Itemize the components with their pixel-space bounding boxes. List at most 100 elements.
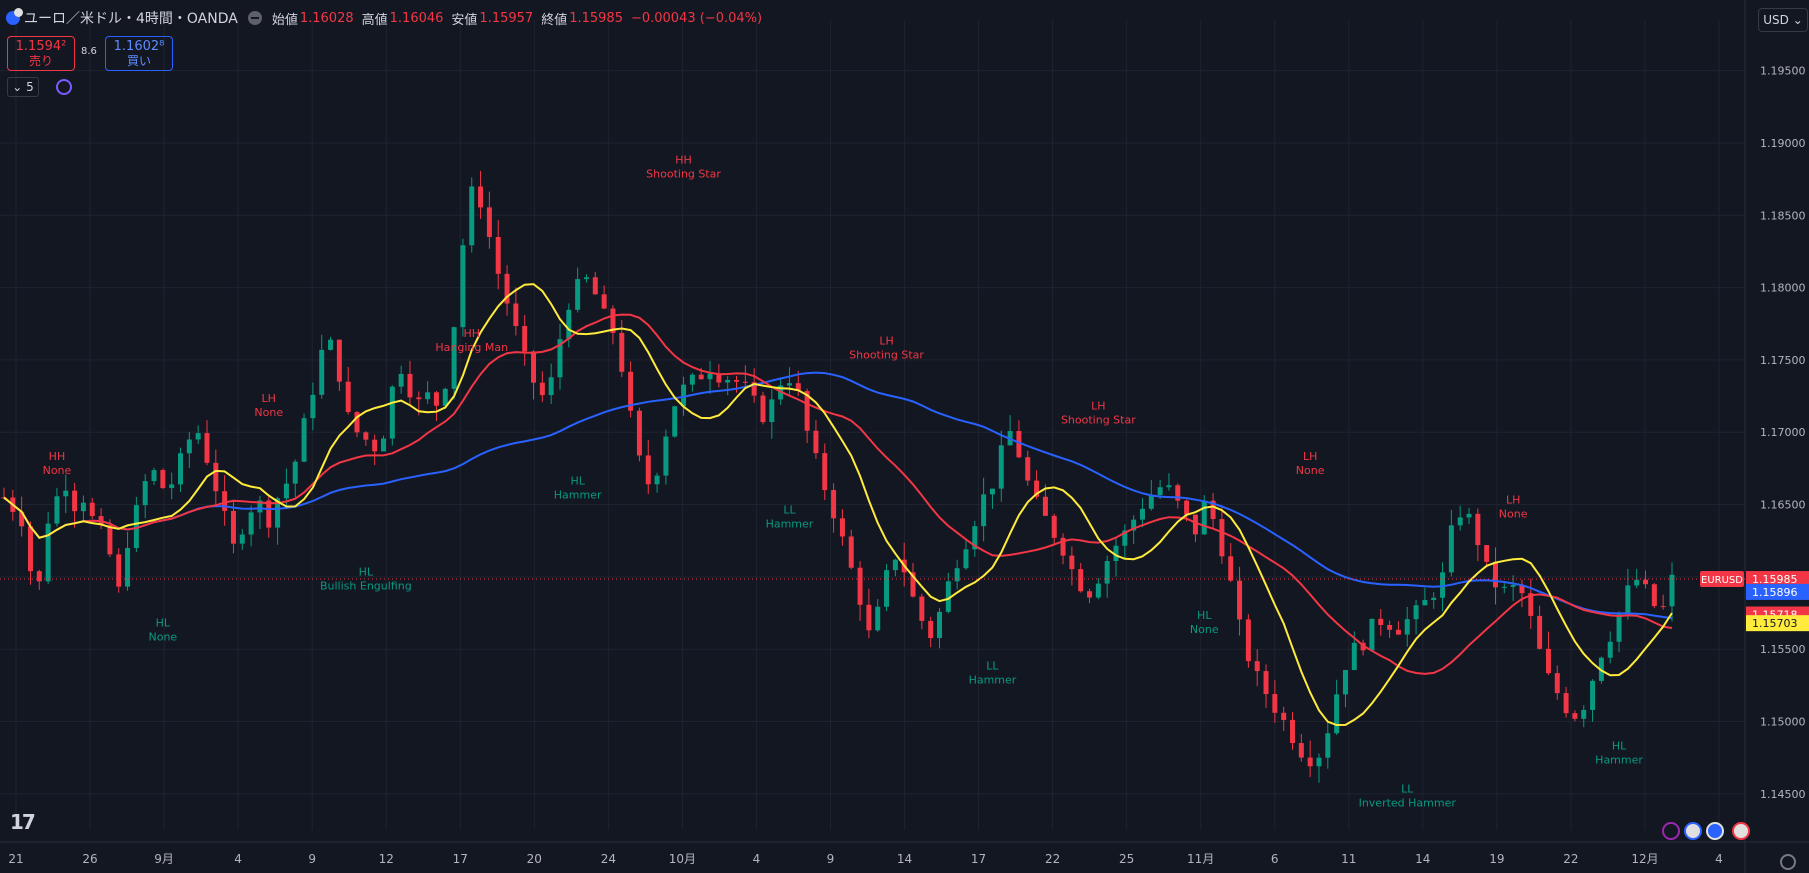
candle-body (513, 303, 519, 326)
swing-pattern-label: Hammer (969, 674, 1017, 687)
candle-body (89, 502, 95, 517)
symbol-tag-bg (1700, 571, 1744, 588)
candle-body (936, 611, 942, 639)
candle-body (654, 475, 660, 485)
x-tick-label: 22 (1563, 852, 1578, 866)
candle-body (478, 186, 484, 208)
candle-body (1192, 514, 1198, 535)
ma-yellow-line (3, 283, 1673, 727)
candle-body (583, 277, 589, 280)
candle-body (848, 536, 854, 568)
candle-body (531, 351, 537, 383)
candle-body (1219, 519, 1225, 557)
swing-pattern-label: None (1296, 464, 1325, 477)
y-tick-label: 1.19000 (1760, 137, 1806, 150)
ma-blue-line (3, 371, 1673, 620)
candle-body (169, 484, 175, 489)
candle-body (1131, 519, 1137, 531)
y-tick-label: 1.17000 (1760, 426, 1806, 439)
eu-flag-icon[interactable] (1706, 822, 1724, 840)
swing-pattern-label: Hanging Man (435, 341, 508, 354)
candle-body (380, 438, 386, 452)
swing-kind-label: LH (1091, 399, 1105, 412)
candle-body (36, 571, 42, 582)
candle-body (178, 453, 184, 485)
candle-body (1210, 500, 1216, 520)
candle-body (1572, 713, 1578, 719)
candle-body (460, 245, 466, 328)
swing-kind-label: LL (783, 504, 796, 517)
candle-body (1590, 680, 1596, 710)
buy-label: 買い (126, 54, 151, 68)
sell-button[interactable]: 1.1594² 売り (7, 36, 75, 71)
candle-body (107, 525, 113, 555)
collapse-icon[interactable] (247, 11, 262, 25)
candle-body (1342, 670, 1348, 695)
swing-kind-label: LH (879, 334, 893, 347)
swing-kind-label: LH (262, 392, 276, 405)
currency-label: USD (1763, 13, 1789, 27)
swing-pattern-label: None (43, 464, 72, 477)
sell-price: 1.1594² (15, 39, 67, 54)
candle-body (275, 498, 281, 528)
candle-body (1484, 545, 1490, 562)
candle-body (1281, 712, 1287, 720)
candle-body (1404, 619, 1410, 635)
x-tick-label: 17 (971, 852, 986, 866)
symbol-title[interactable]: ユーロ／米ドル・4時間・OANDA (24, 11, 238, 27)
candle-body (1254, 661, 1260, 672)
swing-kind-label: LH (1303, 450, 1317, 463)
buy-button[interactable]: 1.1602⁸ 買い (105, 36, 173, 71)
candle-body (619, 332, 625, 372)
candle-body (663, 436, 669, 476)
lightning-icon[interactable] (1662, 822, 1680, 840)
candle-body (822, 453, 828, 491)
candle-body (469, 186, 475, 246)
candle-body (54, 496, 60, 524)
candle-body (1245, 619, 1251, 662)
candle-body (548, 377, 554, 396)
open-value: 1.16028 (299, 10, 354, 26)
candle-body (1034, 480, 1040, 497)
candle-body (945, 581, 951, 612)
swing-pattern-label: Shooting Star (646, 168, 721, 181)
x-tick-label: 9 (827, 852, 835, 866)
candle-body (1387, 625, 1393, 630)
candle-body (751, 382, 757, 396)
candle-body (486, 207, 492, 237)
candle-body (707, 373, 713, 380)
candle-body (1457, 517, 1463, 526)
candle-body (160, 470, 166, 489)
swing-pattern-label: Shooting Star (1061, 413, 1136, 426)
us-flag-icon[interactable] (1684, 822, 1702, 840)
candle-body (716, 373, 722, 383)
candle-body (1087, 591, 1093, 598)
settings-gear-icon[interactable] (1780, 854, 1796, 870)
price-label-ma_blue: 1.15896 (1752, 586, 1798, 599)
candle-body (1095, 583, 1101, 598)
price-label-bg (1746, 571, 1809, 588)
candle-body (301, 418, 307, 462)
buy-price: 1.1602⁸ (113, 39, 165, 54)
sync-icon[interactable] (56, 79, 72, 95)
candle-body (116, 554, 122, 587)
x-tick-label: 22 (1045, 852, 1060, 866)
us-flag-icon[interactable] (1732, 822, 1750, 840)
sell-label: 売り (28, 54, 53, 68)
price-label-last: 1.15985 (1752, 573, 1798, 586)
candle-body (725, 379, 731, 383)
candle-body (645, 455, 651, 485)
tradingview-logo[interactable]: 17 (10, 810, 36, 834)
candle-body (954, 568, 960, 582)
candle-body (195, 433, 201, 440)
candle-body (919, 596, 925, 621)
currency-select[interactable]: USD ⌄ (1758, 8, 1808, 32)
y-tick-label: 1.19500 (1760, 65, 1806, 78)
candle-body (839, 518, 845, 537)
y-tick-label: 1.15000 (1760, 716, 1806, 729)
open-label: 始値 (271, 12, 298, 28)
indicators-toggle[interactable]: ⌄ 5 (7, 77, 39, 97)
candle-body (1475, 513, 1481, 546)
candle-body (1651, 584, 1657, 607)
